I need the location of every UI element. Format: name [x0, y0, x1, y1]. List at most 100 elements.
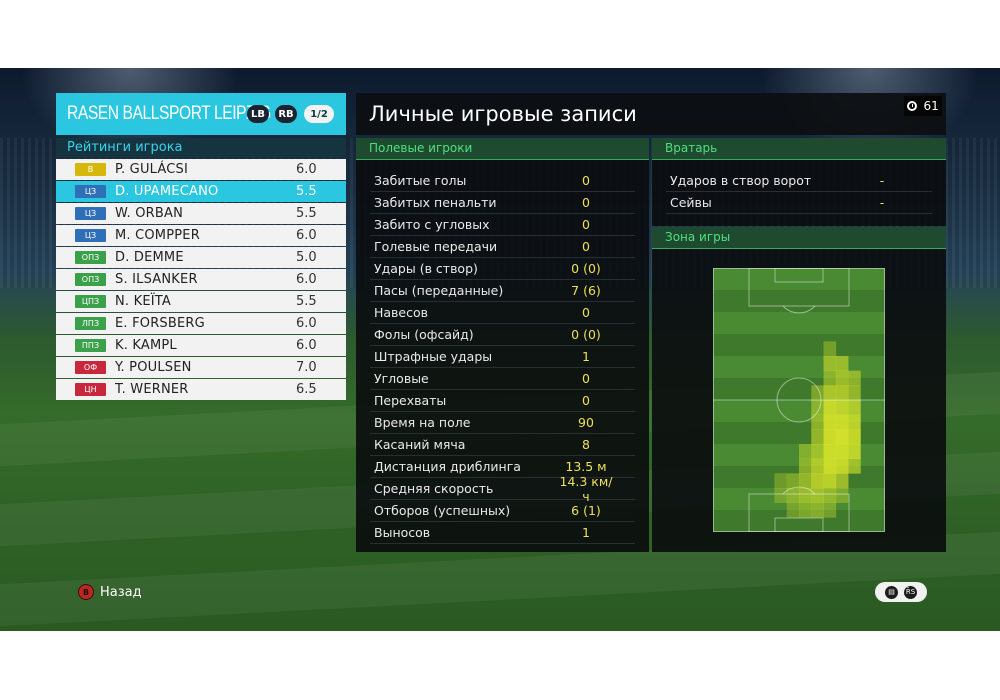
player-row[interactable]: ППЗ K. KAMPL 6.0	[56, 335, 346, 356]
stat-value: 0	[582, 239, 590, 254]
player-rating: 6.0	[296, 272, 317, 287]
stat-row: Средняя скорость 14.3 км/ч	[370, 474, 635, 504]
heat-cell	[823, 473, 837, 489]
stat-label: Перехваты	[374, 393, 447, 408]
heat-cell	[823, 444, 837, 459]
stat-row: Касаний мяча 8	[370, 434, 635, 456]
position-badge: ЦН	[75, 383, 106, 396]
top-penalty-arc	[782, 305, 816, 314]
back-label: Назад	[100, 584, 142, 600]
heat-cell	[848, 385, 861, 401]
player-row[interactable]: ОПЗ S. ILSANKER 6.0	[56, 269, 346, 290]
heat-cell	[835, 356, 849, 371]
heat-cell	[799, 502, 812, 518]
stat-row: Пасы (переданные) 7 (6)	[370, 280, 635, 302]
heat-cell	[835, 385, 849, 401]
stat-label: Забитых пенальти	[374, 195, 497, 210]
position-badge: ЦЗ	[75, 207, 106, 220]
player-name: T. WERNER	[115, 382, 189, 397]
heat-cell	[823, 370, 837, 386]
rs-button-icon[interactable]: R̄S	[904, 585, 917, 599]
stat-label: Средняя скорость	[374, 481, 494, 496]
player-row[interactable]: ЛПЗ E. FORSBERG 6.0	[56, 313, 346, 334]
stat-row: Забитых пенальти 0	[370, 192, 635, 214]
stat-value: 0 (0)	[571, 327, 601, 342]
player-rating: 6.0	[296, 316, 317, 331]
player-rating: 6.0	[296, 228, 317, 243]
controls-hint[interactable]: ▤ R̄S	[875, 582, 927, 602]
pitch-band	[713, 334, 885, 356]
heatmap-layer	[774, 341, 861, 518]
stat-value: 13.5 м	[565, 459, 607, 474]
player-row[interactable]: В P. GULÁCSI 6.0	[56, 159, 346, 180]
field-players-title: Полевые игроки	[369, 141, 473, 155]
b-button-icon: B	[78, 584, 94, 600]
team-name: RASEN BALLSPORT LEIPZIG	[67, 103, 271, 124]
stat-value: 0 (0)	[571, 261, 601, 276]
stat-label: Касаний мяча	[374, 437, 466, 452]
stat-value: 0	[582, 393, 590, 408]
stat-value: 90	[578, 415, 594, 430]
heat-cell	[811, 488, 824, 503]
heat-cell	[848, 429, 861, 445]
chat-icon[interactable]: ▤	[885, 585, 898, 599]
position-badge: ЛПЗ	[75, 317, 106, 330]
goalkeeper-title: Вратарь	[665, 141, 718, 155]
player-row[interactable]: ЦЗ W. ORBAN 5.5	[56, 203, 346, 224]
player-rating: 5.5	[296, 206, 317, 221]
player-row[interactable]: ЦЗ M. COMPPER 6.0	[56, 225, 346, 246]
stat-value: 0	[582, 195, 590, 210]
stat-value: 0	[582, 305, 590, 320]
position-badge: ЦЗ	[75, 229, 106, 242]
stat-row: Перехваты 0	[370, 390, 635, 412]
goalkeeper-stats-list: Ударов в створ ворот - Сейвы -	[666, 170, 932, 214]
rb-button-icon[interactable]: RB	[275, 105, 297, 123]
page-title: Личные игровые записи	[369, 102, 637, 126]
player-name: D. DEMME	[115, 250, 184, 265]
player-rating: 6.0	[296, 338, 317, 353]
bottom-goal-box	[774, 517, 824, 532]
team-header: RASEN BALLSPORT LEIPZIG LB RB 1/2	[56, 93, 346, 135]
stat-value: 14.3 км/ч	[559, 473, 613, 504]
player-rating: 5.5	[296, 184, 317, 199]
player-name: Y. POULSEN	[115, 360, 192, 375]
player-list: В P. GULÁCSI 6.0 ЦЗ D. UPAMECANO 5.5 ЦЗ W. ORBA…	[56, 159, 346, 401]
lb-button-icon[interactable]: LB	[247, 105, 269, 123]
player-name: M. COMPPER	[115, 228, 200, 243]
heat-cell	[835, 458, 849, 474]
heat-cell	[835, 370, 849, 386]
stat-label: Удары (в створ)	[374, 261, 478, 276]
player-rating: 5.0	[296, 250, 317, 265]
back-button[interactable]: B Назад	[78, 584, 142, 600]
pitch-band	[713, 290, 885, 312]
player-rating: 6.0	[296, 162, 317, 177]
player-row[interactable]: ОФ Y. POULSEN 7.0	[56, 357, 346, 378]
player-row[interactable]: ЦЗ D. UPAMECANO 5.5	[56, 181, 346, 202]
heat-cell	[848, 444, 861, 459]
zone-panel: Зона игры	[652, 227, 946, 552]
stat-label: Время на поле	[374, 415, 471, 430]
stat-value: -	[879, 173, 885, 188]
heat-cell	[823, 356, 837, 371]
heat-cell	[811, 429, 824, 445]
ratings-header: Рейтинги игрока	[56, 138, 346, 158]
center-circle	[776, 377, 822, 423]
heat-cell	[786, 502, 800, 518]
player-name: D. UPAMECANO	[115, 184, 219, 199]
stat-label: Угловые	[374, 371, 429, 386]
heat-cell	[835, 444, 849, 459]
heat-cell	[786, 473, 800, 489]
stat-label: Фолы (офсайд)	[374, 327, 474, 342]
player-row[interactable]: ЦПЗ N. KEÏTA 5.5	[56, 291, 346, 312]
stat-label: Отборов (успешных)	[374, 503, 511, 518]
player-row[interactable]: ОПЗ D. DEMME 5.0	[56, 247, 346, 268]
player-name: E. FORSBERG	[115, 316, 205, 331]
player-row[interactable]: ЦН T. WERNER 6.5	[56, 379, 346, 400]
goalkeeper-panel: Вратарь Ударов в створ ворот - Сейвы -	[652, 138, 946, 226]
player-name: S. ILSANKER	[115, 272, 198, 287]
zone-title: Зона игры	[665, 230, 731, 244]
heat-cell	[848, 458, 861, 474]
heat-cell	[811, 444, 824, 459]
pitch-band	[713, 510, 885, 532]
stat-label: Забитые голы	[374, 173, 467, 188]
